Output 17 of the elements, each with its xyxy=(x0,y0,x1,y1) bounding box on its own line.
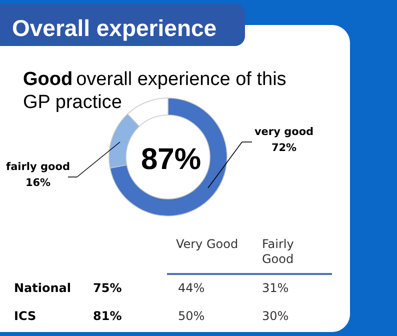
data-label: 72% xyxy=(271,142,298,154)
text: National xyxy=(14,281,71,295)
text: 81% xyxy=(93,309,122,323)
slice-label: very good xyxy=(254,126,314,138)
slice-label: fairly good xyxy=(6,161,70,173)
text: 75% xyxy=(93,281,122,295)
text: 50% xyxy=(178,309,205,323)
text: 87% xyxy=(140,143,202,176)
text: Very Good xyxy=(176,237,238,251)
text: ICS xyxy=(14,309,36,323)
chart-title: Overall experience xyxy=(12,15,217,41)
text: Fairly Good xyxy=(262,237,294,266)
text: 31% xyxy=(262,281,289,295)
data-label: 16% xyxy=(25,177,52,189)
text: 44% xyxy=(178,281,205,295)
chart-subtitle: Good overall experience of this GP practice xyxy=(23,69,286,113)
text: 30% xyxy=(262,309,289,323)
